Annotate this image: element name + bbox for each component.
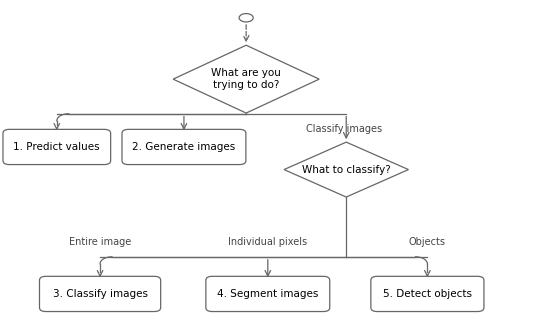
- FancyBboxPatch shape: [3, 129, 110, 164]
- Text: Classify images: Classify images: [306, 124, 382, 134]
- Text: 3. Classify images: 3. Classify images: [52, 289, 148, 299]
- Polygon shape: [173, 45, 319, 113]
- Text: 2. Generate images: 2. Generate images: [133, 142, 235, 152]
- Text: 1. Predict values: 1. Predict values: [14, 142, 100, 152]
- Text: Objects: Objects: [409, 237, 446, 247]
- Text: Individual pixels: Individual pixels: [228, 237, 307, 247]
- Text: 5. Detect objects: 5. Detect objects: [383, 289, 472, 299]
- Text: Entire image: Entire image: [69, 237, 131, 247]
- FancyBboxPatch shape: [39, 276, 161, 311]
- Text: What are you
trying to do?: What are you trying to do?: [211, 68, 281, 90]
- Polygon shape: [284, 142, 408, 197]
- FancyBboxPatch shape: [122, 129, 246, 164]
- Text: 4. Segment images: 4. Segment images: [217, 289, 319, 299]
- FancyBboxPatch shape: [371, 276, 484, 311]
- FancyBboxPatch shape: [206, 276, 329, 311]
- Text: What to classify?: What to classify?: [302, 165, 391, 174]
